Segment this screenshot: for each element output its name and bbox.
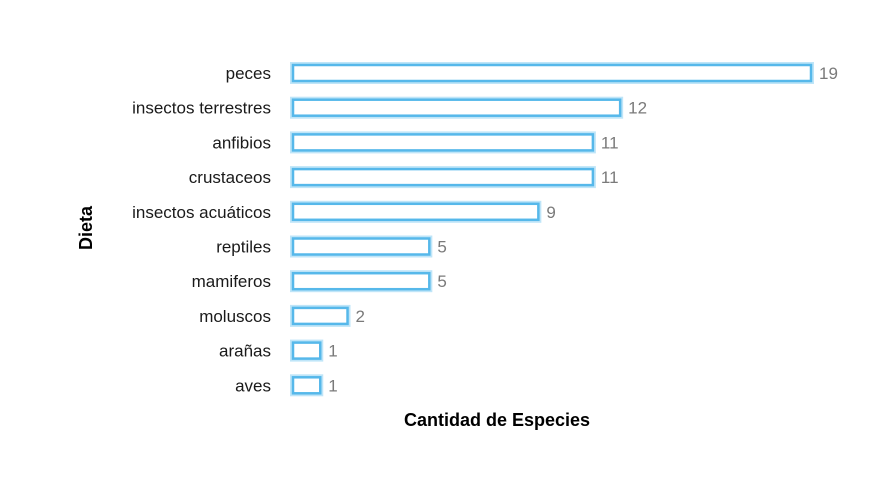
bar-9	[291, 376, 322, 395]
value-label-5: 5	[437, 238, 446, 257]
bar-6	[291, 271, 431, 291]
category-label-6: mamiferos	[192, 272, 271, 291]
bar-8	[291, 341, 322, 360]
category-label-5: reptiles	[216, 238, 271, 257]
category-label-2: anfibios	[212, 133, 271, 152]
value-label-1: 12	[628, 99, 647, 118]
bar-4	[291, 202, 540, 222]
value-label-6: 5	[437, 272, 446, 291]
bar-0	[291, 63, 813, 83]
category-label-0: peces	[226, 64, 271, 83]
value-label-2: 11	[601, 133, 619, 152]
category-label-7: moluscos	[199, 307, 271, 326]
bar-2	[291, 133, 595, 152]
bar-1	[291, 98, 622, 117]
value-label-7: 2	[356, 307, 365, 326]
bars	[290, 62, 814, 397]
category-label-9: aves	[235, 376, 271, 395]
bar-3	[291, 167, 595, 187]
value-label-4: 9	[546, 203, 555, 222]
category-label-1: insectos terrestres	[132, 99, 271, 118]
bar-5	[291, 237, 431, 256]
value-label-3: 11	[601, 168, 619, 187]
x-axis-title: Cantidad de Especies	[404, 410, 590, 430]
y-axis-title: Dieta	[76, 205, 96, 250]
value-label-0: 19	[819, 64, 838, 83]
value-label-8: 1	[328, 342, 337, 361]
category-label-3: crustaceos	[189, 168, 271, 187]
bar-7	[291, 306, 349, 326]
category-label-4: insectos acuáticos	[132, 203, 271, 222]
value-label-9: 1	[328, 376, 337, 395]
category-label-8: arañas	[219, 342, 271, 361]
